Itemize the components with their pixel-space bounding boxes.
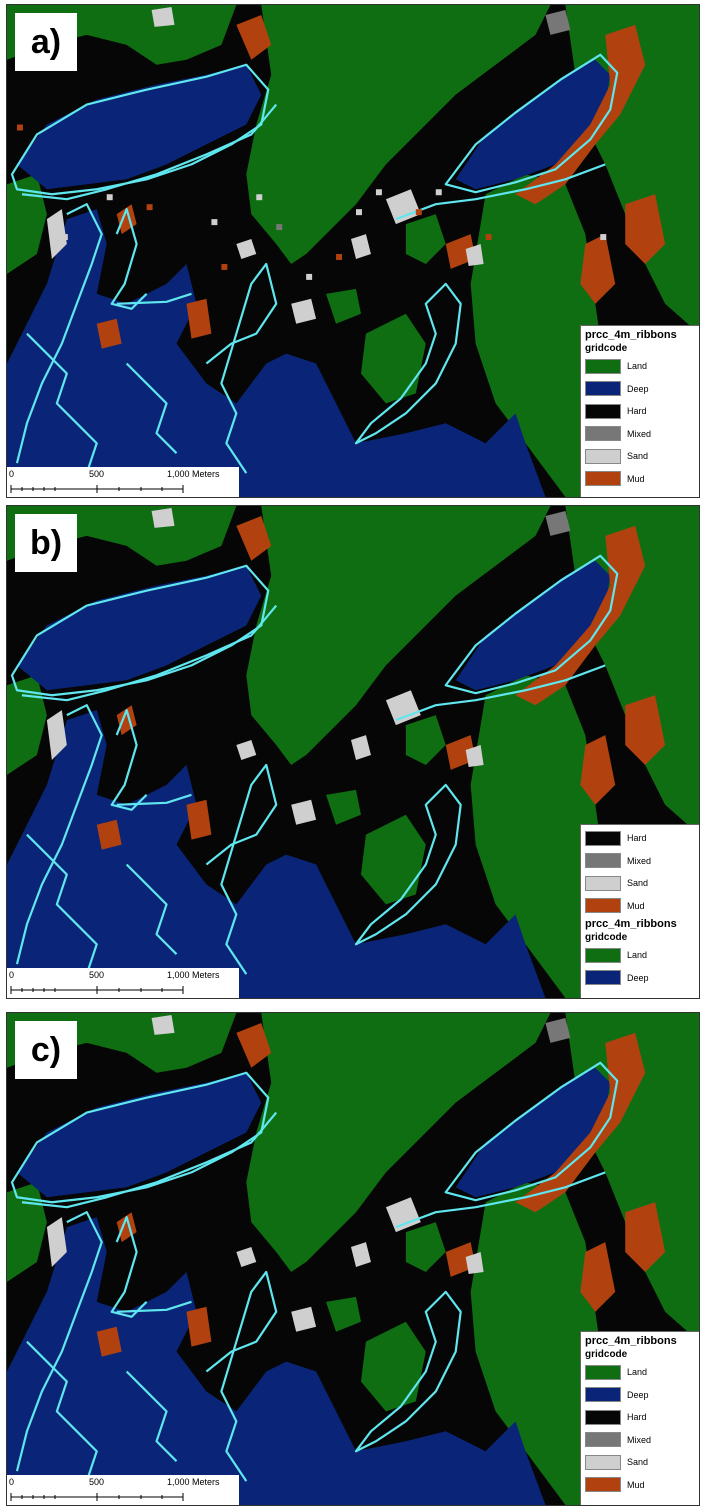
legend-label: Hard [627, 833, 647, 844]
legend-item-sand: Sand [585, 872, 696, 895]
legend-label: Mud [627, 473, 645, 484]
map-panel-c: c) prcc_4m_ribbons gridcode Land Deep Hard… [6, 1012, 700, 1506]
scale-bar-b: 0 500 1,000 Meters [7, 968, 239, 998]
legend-item-sand: Sand [585, 445, 696, 468]
legend-swatch-hard [585, 1409, 621, 1425]
legend-item-deep: Deep [585, 1384, 696, 1407]
legend-label: Mixed [627, 855, 652, 866]
legend-items-b-bottom: Land Deep [585, 944, 696, 989]
legend-swatch-land [585, 358, 621, 374]
legend-items-a: Land Deep Hard Mixed Sand Mud [585, 355, 696, 490]
legend-subtitle: gridcode [585, 343, 628, 354]
panel-label-b: b) [15, 514, 77, 572]
scale-end: 1,000 Meters [167, 1477, 220, 1487]
scale-bar-a: 0 500 1,000 Meters [7, 467, 239, 497]
legend-swatch-mud [585, 1477, 621, 1493]
legend-item-mud: Mud [585, 1474, 696, 1497]
legend-item-sand: Sand [585, 1451, 696, 1474]
legend-label: Sand [627, 1457, 649, 1468]
scale-ruler [10, 1493, 184, 1501]
panel-label-a: a) [15, 13, 77, 71]
scale-zero: 0 [9, 469, 15, 479]
legend-item-mixed: Mixed [585, 1429, 696, 1452]
legend-subtitle: gridcode [585, 1349, 628, 1360]
legend-label: Mixed [627, 428, 652, 439]
legend-title: prcc_4m_ribbons [585, 918, 677, 930]
legend-swatch-mixed [585, 426, 621, 442]
legend-swatch-sand [585, 875, 621, 891]
legend-label: Land [627, 361, 648, 372]
legend-item-deep: Deep [585, 967, 696, 990]
scale-mid: 500 [89, 469, 105, 479]
legend-item-hard: Hard [585, 400, 696, 423]
legend-swatch-sand [585, 1454, 621, 1470]
legend-item-land: Land [585, 944, 696, 967]
map-panel-b: b) Hard Mixed Sand Mud prcc_4m_ribbons grid… [6, 505, 700, 999]
legend-swatch-mixed [585, 853, 621, 869]
legend-swatch-land [585, 1364, 621, 1380]
legend-c: prcc_4m_ribbons gridcode Land Deep Hard Mix… [580, 1331, 699, 1505]
legend-item-land: Land [585, 355, 696, 378]
scale-end: 1,000 Meters [167, 469, 220, 479]
legend-swatch-deep [585, 1387, 621, 1403]
legend-label: Land [627, 950, 648, 961]
legend-label: Deep [627, 383, 649, 394]
legend-label: Sand [627, 878, 649, 889]
legend-item-mixed: Mixed [585, 423, 696, 446]
legend-item-land: Land [585, 1361, 696, 1384]
legend-items-c: Land Deep Hard Mixed Sand Mud [585, 1361, 696, 1496]
scale-mid: 500 [89, 970, 105, 980]
legend-items-b-top: Hard Mixed Sand Mud [585, 827, 696, 917]
legend-item-mud: Mud [585, 895, 696, 918]
legend-label: Land [627, 1367, 648, 1378]
legend-title: prcc_4m_ribbons [585, 329, 677, 341]
scale-zero: 0 [9, 970, 15, 980]
legend-swatch-deep [585, 381, 621, 397]
panel-label-c: c) [15, 1021, 77, 1079]
legend-swatch-deep [585, 970, 621, 986]
legend-subtitle: gridcode [585, 932, 628, 943]
legend-item-hard: Hard [585, 827, 696, 850]
legend-b: Hard Mixed Sand Mud prcc_4m_ribbons gridcod… [580, 824, 699, 998]
legend-swatch-hard [585, 830, 621, 846]
legend-swatch-land [585, 947, 621, 963]
legend-label: Hard [627, 406, 647, 417]
legend-label: Deep [627, 1389, 649, 1400]
scale-mid: 500 [89, 1477, 105, 1487]
scale-bar-c: 0 500 1,000 Meters [7, 1475, 239, 1505]
legend-label: Mud [627, 900, 645, 911]
scale-ruler [10, 485, 184, 493]
legend-title: prcc_4m_ribbons [585, 1335, 677, 1347]
legend-item-mixed: Mixed [585, 850, 696, 873]
legend-label: Sand [627, 451, 649, 462]
legend-a: prcc_4m_ribbons gridcode Land Deep Hard Mix… [580, 325, 699, 497]
legend-item-hard: Hard [585, 1406, 696, 1429]
legend-label: Mixed [627, 1434, 652, 1445]
legend-label: Deep [627, 972, 649, 983]
legend-label: Mud [627, 1479, 645, 1490]
map-panel-a: a) prcc_4m_ribbons gridcode Land Deep Hard… [6, 4, 700, 498]
legend-swatch-mud [585, 471, 621, 487]
legend-swatch-sand [585, 448, 621, 464]
scale-end: 1,000 Meters [167, 970, 220, 980]
scale-ruler [10, 986, 184, 994]
legend-item-deep: Deep [585, 378, 696, 401]
scale-zero: 0 [9, 1477, 15, 1487]
legend-swatch-mixed [585, 1432, 621, 1448]
legend-item-mud: Mud [585, 468, 696, 491]
legend-swatch-hard [585, 403, 621, 419]
legend-swatch-mud [585, 898, 621, 914]
legend-label: Hard [627, 1412, 647, 1423]
